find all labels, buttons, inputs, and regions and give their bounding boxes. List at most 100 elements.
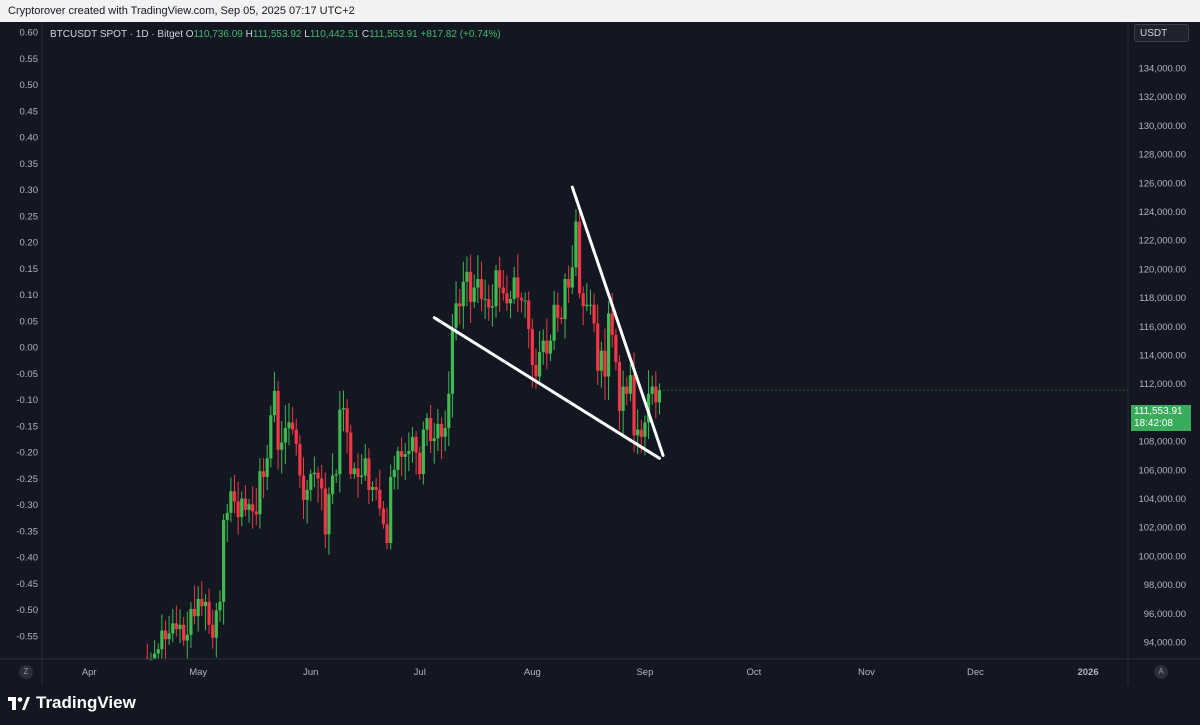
candle-body (585, 304, 589, 307)
price-axis-label: 120,000.00 (1138, 264, 1186, 275)
currency-selector[interactable]: USDT (1134, 24, 1189, 42)
candle-body (258, 471, 262, 515)
candle-body (225, 512, 229, 521)
candle-body (450, 327, 455, 394)
candle-body (577, 221, 582, 294)
open-value: 110,736.09 (193, 29, 243, 40)
candle-body (316, 472, 320, 479)
price-axis-label: 122,000.00 (1138, 236, 1186, 247)
attribution-bar: Cryptorover created with TradingView.com… (0, 0, 1200, 22)
candle-body (163, 630, 168, 640)
candle-body (367, 458, 371, 490)
price-axis-label: 112,000.00 (1139, 379, 1186, 390)
candle-body (327, 494, 331, 535)
candle-body (392, 469, 396, 477)
price-chart[interactable]: 0.60 0.55 0.50 0.45 0.40 0.35 0.30 0.25 0.20 0.15… (0, 22, 1200, 685)
time-axis: Apr May Jun Jul Aug Sep Oct Nov Dec 2026 (82, 667, 1099, 678)
trendlines (432, 185, 665, 460)
candle-body (203, 601, 208, 607)
left-axis-label: 0.45 (20, 106, 39, 117)
candle-body (603, 350, 607, 377)
time-axis-label: Dec (967, 667, 984, 678)
left-axis-label: 0.15 (20, 264, 39, 275)
bar-countdown: 18:42:08 (1134, 418, 1173, 429)
candle-body (247, 504, 251, 510)
candle-body (650, 386, 654, 394)
candle-body (490, 306, 494, 308)
zoom-button[interactable]: Z (19, 665, 33, 679)
price-axis-label: 102,000.00 (1138, 523, 1186, 534)
auto-scale-button[interactable]: A (1154, 665, 1168, 679)
chart-area[interactable]: 0.60 0.55 0.50 0.45 0.40 0.35 0.30 0.25 0.20 0.15… (0, 22, 1200, 685)
candle-body (370, 487, 375, 490)
candle-body (610, 313, 614, 335)
candle-body (269, 415, 273, 459)
price-axis-label: 106,000.00 (1138, 465, 1186, 476)
time-axis-label: Oct (747, 667, 762, 678)
high-value: 111,553.92 (252, 29, 302, 40)
time-axis-label: Jun (303, 667, 318, 678)
candle-body (200, 598, 204, 607)
candle-body (363, 458, 367, 476)
left-axis-label: 0.00 (20, 343, 39, 354)
candle-body (178, 624, 182, 630)
left-axis: 0.60 0.55 0.50 0.45 0.40 0.35 0.30 0.25 0.20 0.15… (16, 28, 38, 643)
candle-body (501, 287, 505, 294)
candle-body (283, 428, 287, 443)
symbol-label[interactable]: BTCUSDT SPOT · 1D · Bitget (50, 29, 183, 40)
candle-body (643, 422, 647, 437)
attribution-text: Cryptorover created with TradingView.com… (8, 5, 355, 17)
candle-body (487, 299, 491, 308)
candle-body (429, 418, 433, 442)
price-axis-label: 118,000.00 (1139, 293, 1186, 304)
candle-body (211, 624, 215, 638)
candle-body (287, 422, 291, 429)
candle-body (330, 475, 335, 495)
candle-body (541, 340, 545, 353)
left-axis-label: 0.40 (20, 133, 39, 144)
candle-body (294, 429, 298, 444)
candle-body (505, 293, 509, 304)
candle-body (276, 390, 280, 450)
candle-body (581, 293, 585, 307)
candle-body (443, 428, 447, 437)
tradingview-logo[interactable]: TradingView (8, 693, 136, 713)
candle-body (232, 491, 237, 502)
candle-body (537, 352, 542, 377)
candle-body (389, 476, 393, 543)
candle-body (185, 634, 189, 641)
candle-body (323, 488, 327, 535)
candle-body (152, 653, 157, 659)
candle-body (519, 297, 524, 301)
current-price-value: 111,553.91 (1134, 406, 1183, 417)
candle-body (374, 487, 378, 490)
candle-body (439, 423, 444, 437)
candle-body (588, 304, 593, 306)
candle-body (567, 278, 571, 288)
candle-body (312, 472, 317, 475)
candle-body (657, 390, 662, 403)
low-label: L (304, 29, 310, 40)
candle-body (458, 303, 462, 307)
candle-body (548, 340, 553, 354)
candle-body (356, 468, 360, 477)
candle-body (498, 270, 502, 288)
candle-body (149, 659, 153, 661)
close-value: 111,553.91 (369, 29, 418, 40)
candle-body (512, 277, 516, 300)
candle-body (309, 474, 313, 490)
candle-body (229, 491, 233, 513)
candle-body (425, 418, 429, 430)
candle-body (396, 451, 400, 470)
left-axis-label: -0.10 (16, 395, 38, 406)
candle-body (378, 489, 382, 509)
price-axis-label: 98,000.00 (1144, 580, 1186, 591)
time-axis-label: Sep (636, 667, 653, 678)
high-label: H (245, 29, 253, 40)
price-axis-label: 130,000.00 (1138, 121, 1186, 132)
left-axis-label: 0.05 (20, 316, 39, 327)
candle-body (207, 601, 211, 625)
candle-body (407, 451, 411, 455)
candle-body (414, 436, 418, 453)
price-axis-label: 134,000.00 (1138, 64, 1186, 75)
